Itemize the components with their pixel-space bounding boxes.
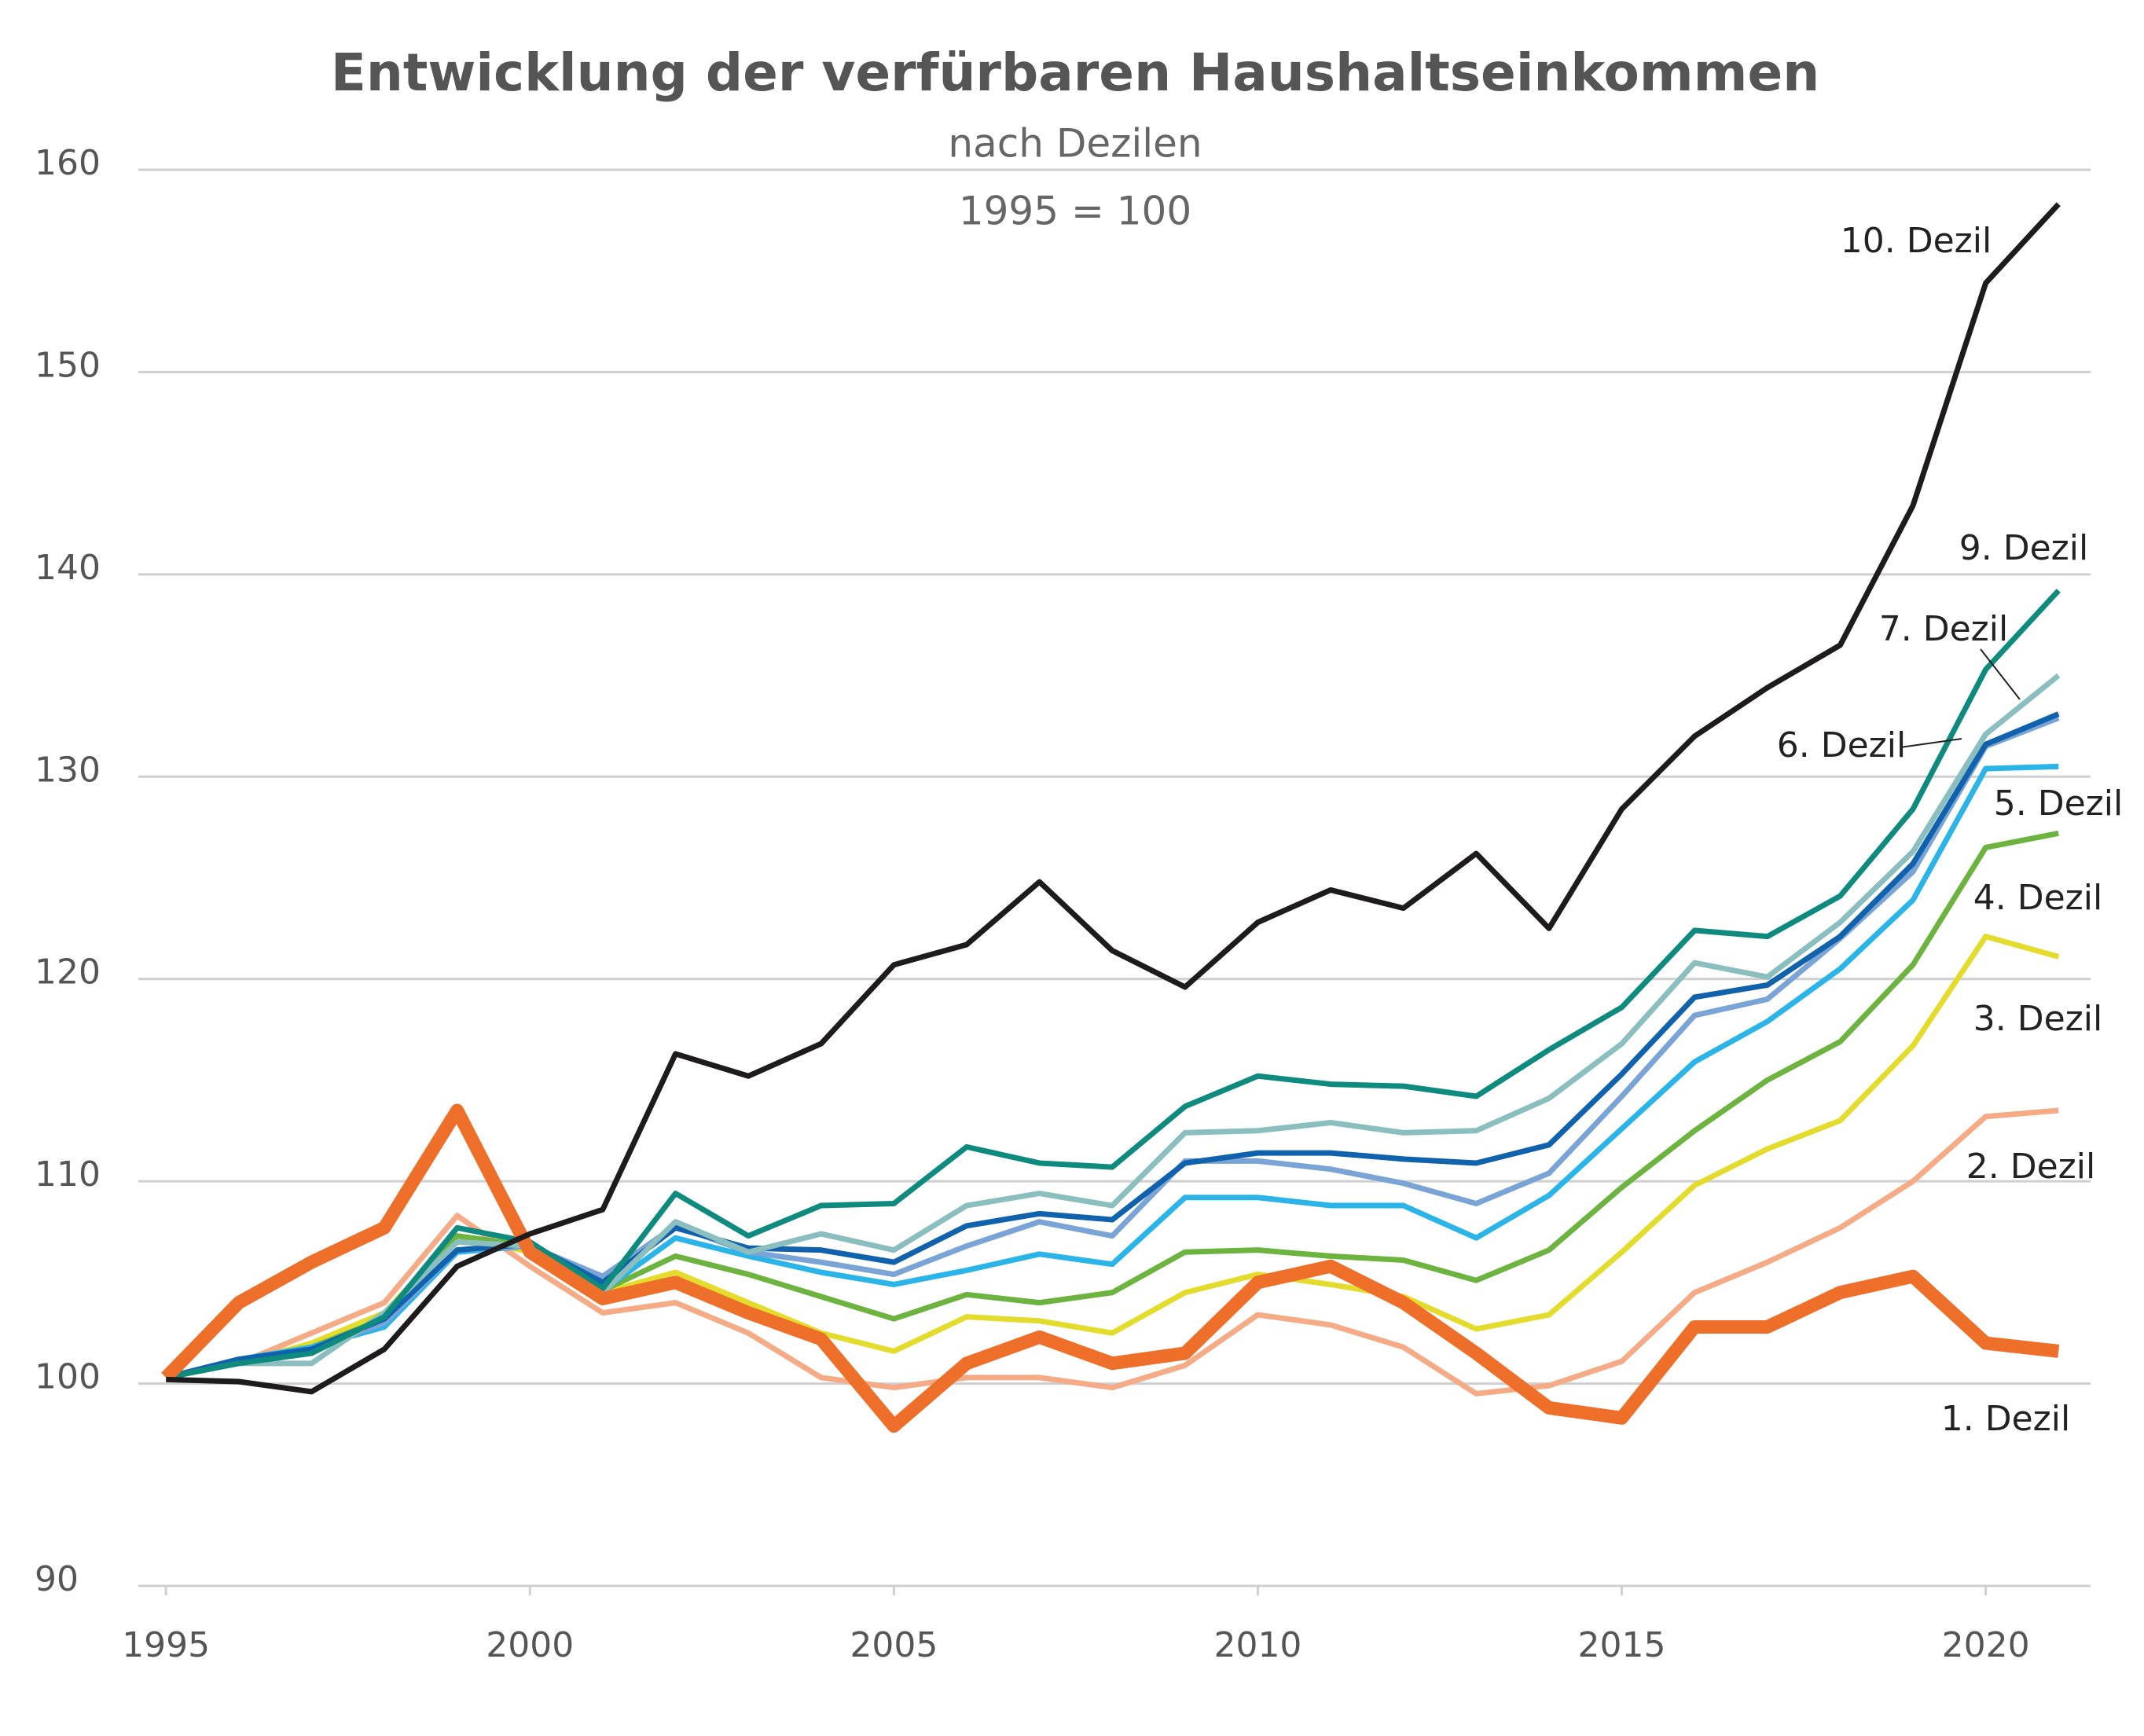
series-line [165,830,2059,1381]
series-label: 2. Dezil [1966,1147,2095,1187]
chart-subtitle: 1995 = 100 [959,189,1191,234]
series-label: 10. Dezil [1841,221,1992,261]
series-line [166,202,2061,1395]
y-tick-label: 90 [35,1559,79,1599]
chart-subtitle: nach Dezilen [948,121,1202,167]
series-label: 1. Dezil [1941,1399,2070,1439]
y-tick-label: 140 [35,548,101,588]
x-tick-label: 2000 [486,1625,574,1665]
x-tick-label: 2020 [1942,1625,2030,1665]
series-line [165,763,2059,1381]
y-tick-label: 120 [35,952,101,993]
series-label: 7. Dezil [1879,609,2008,649]
series-line [161,1103,2060,1433]
x-tick-label: 2015 [1578,1625,1666,1665]
series-label: 4. Dezil [1973,878,2102,918]
series-label: 6. Dezil [1777,725,1906,765]
y-tick-label: 100 [35,1357,101,1397]
series-line [165,673,2061,1381]
series-line [165,934,2060,1381]
y-tick-label: 110 [35,1154,101,1195]
series-line [165,589,2061,1381]
label-pointer [1900,738,1962,748]
y-tick-label: 160 [35,143,101,183]
label-pointer [1980,648,2021,700]
series-label: 5. Dezil [1994,784,2123,824]
x-tick-label: 1995 [122,1625,210,1665]
series-label: 9. Dezil [1959,528,2088,568]
x-tick-label: 2010 [1213,1625,1301,1665]
series-line [165,711,2060,1381]
series-label: 3. Dezil [1973,999,2102,1039]
x-tick-label: 2005 [850,1625,938,1665]
y-tick-label: 130 [35,750,101,790]
chart-title: Entwicklung der verfürbaren Haushaltsein… [331,42,1819,103]
y-tick-label: 150 [35,345,101,385]
